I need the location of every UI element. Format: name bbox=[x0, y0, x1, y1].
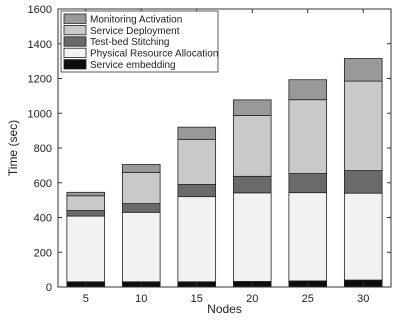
bar-segment bbox=[121, 203, 161, 213]
x-tick-label: 5 bbox=[83, 293, 89, 305]
bar-segment bbox=[177, 138, 217, 185]
legend-swatch bbox=[63, 24, 87, 36]
y-tick-label: 400 bbox=[34, 213, 52, 225]
y-tick-label: 800 bbox=[34, 143, 52, 155]
y-axis: 0 200 400 600 800 1000 1200 1400 1600 bbox=[28, 4, 391, 294]
x-axis-label: Nodes bbox=[207, 302, 242, 316]
legend-swatch bbox=[63, 47, 87, 59]
y-tick-label: 1400 bbox=[28, 39, 52, 51]
bar-segment bbox=[66, 210, 106, 217]
y-axis-label: Time (sec) bbox=[6, 120, 20, 176]
bar-segment bbox=[232, 99, 272, 116]
bar-segment bbox=[177, 196, 217, 283]
x-axis: 5 10 15 20 25 30 bbox=[83, 9, 369, 305]
bar-segment bbox=[121, 171, 161, 204]
x-tick-label: 20 bbox=[246, 293, 258, 305]
x-tick-label: 15 bbox=[191, 293, 203, 305]
y-tick-label: 0 bbox=[46, 282, 52, 294]
legend-label: Service Deployment bbox=[90, 26, 180, 37]
bar-segment bbox=[177, 184, 217, 198]
legend-label: Service embedding bbox=[90, 60, 176, 71]
bar-segment bbox=[232, 175, 272, 194]
y-tick-label: 1000 bbox=[28, 108, 52, 120]
y-tick-label: 1200 bbox=[28, 74, 52, 86]
y-tick-label: 1600 bbox=[28, 4, 52, 16]
bar-segment bbox=[343, 80, 383, 171]
bar-segment bbox=[66, 191, 106, 197]
y-tick-label: 600 bbox=[34, 178, 52, 190]
bar-segment bbox=[343, 58, 383, 82]
bar-segment bbox=[121, 211, 161, 283]
bars-layer bbox=[66, 58, 383, 288]
bar-segment bbox=[232, 115, 272, 177]
bar-segment bbox=[232, 192, 272, 282]
x-tick-label: 10 bbox=[135, 293, 147, 305]
legend-label: Test-bed Stitching bbox=[90, 37, 170, 48]
bar-segment bbox=[288, 192, 328, 282]
y-tick-label: 200 bbox=[34, 247, 52, 259]
bar-segment bbox=[343, 170, 383, 194]
legend-swatch bbox=[63, 59, 87, 70]
x-tick-label: 25 bbox=[302, 293, 314, 305]
bar-segment bbox=[288, 99, 328, 174]
bar-segment bbox=[66, 215, 106, 283]
x-tick-label: 30 bbox=[357, 293, 369, 305]
bar-segment bbox=[288, 79, 328, 101]
bar-segment bbox=[177, 126, 217, 140]
legend-box bbox=[60, 10, 219, 73]
legend-swatch bbox=[63, 13, 87, 24]
legend-label: Monitoring Activation bbox=[90, 14, 182, 25]
bar-segment bbox=[121, 164, 161, 173]
bar-segment bbox=[66, 195, 106, 211]
legend-swatch bbox=[63, 36, 87, 47]
bar-segment bbox=[288, 173, 328, 194]
bar-segment bbox=[343, 192, 383, 281]
legend-label: Physical Resource Allocation bbox=[90, 49, 218, 60]
